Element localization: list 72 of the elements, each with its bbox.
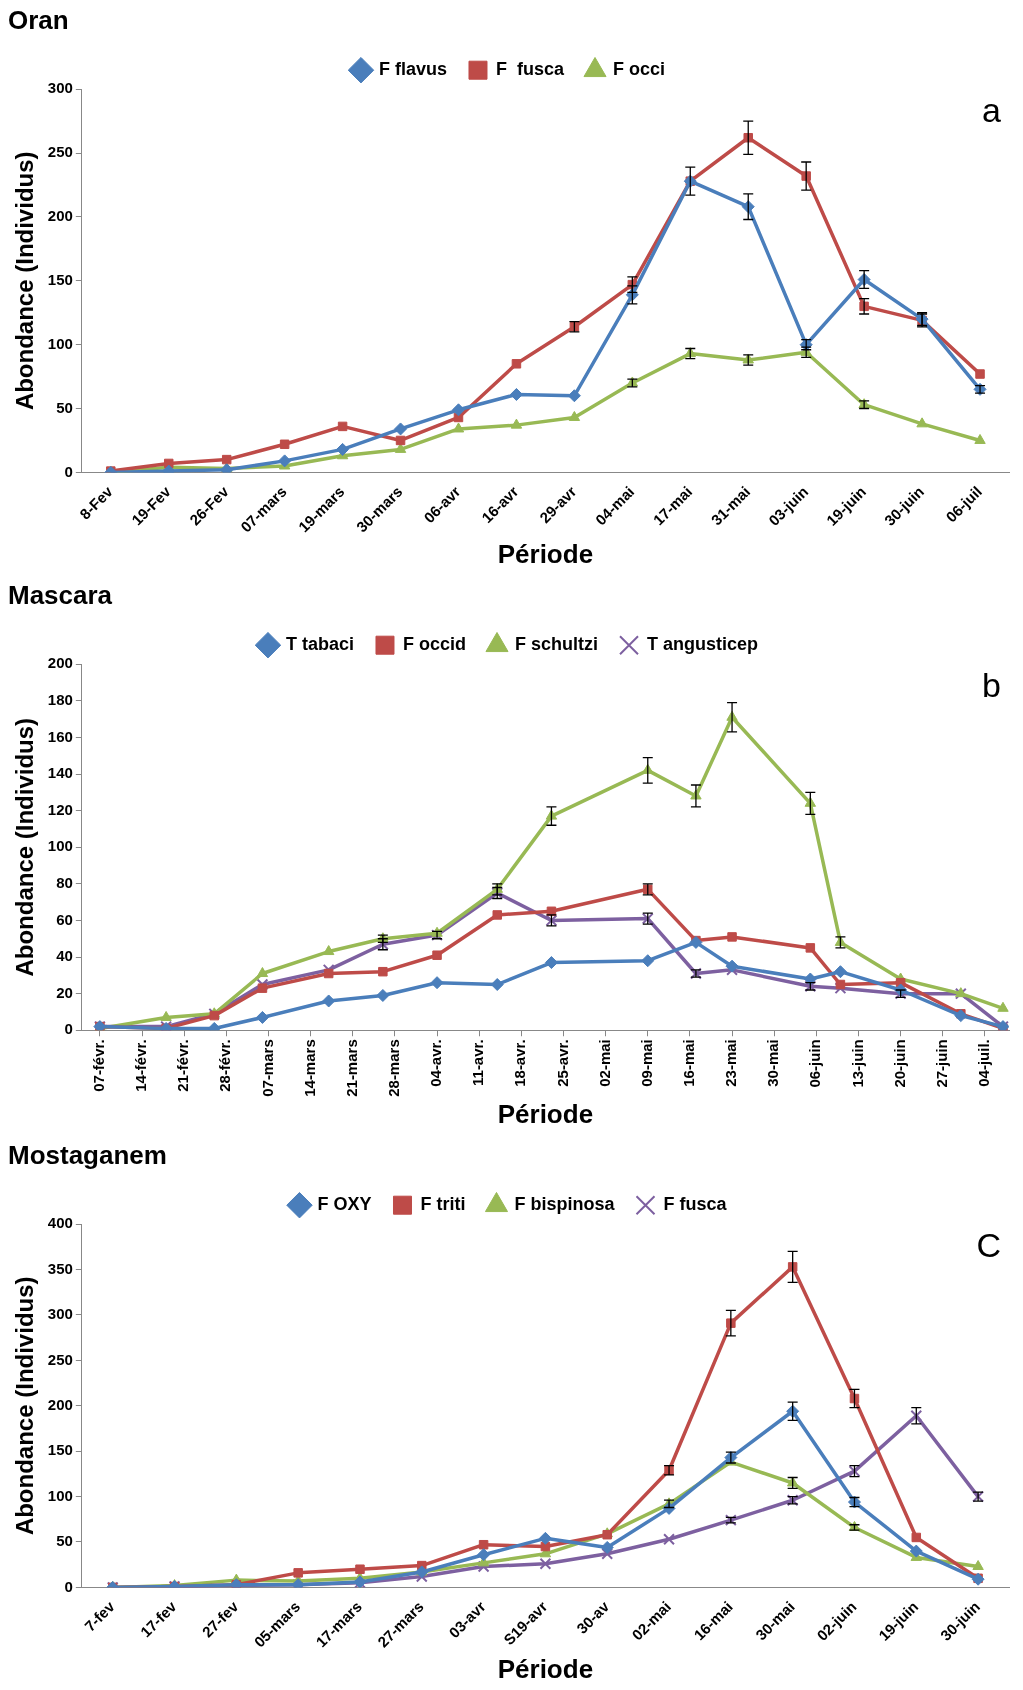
y-tick-label: 200 xyxy=(47,1395,73,1413)
y-tick-label: 200 xyxy=(47,654,73,672)
legend-label: F bispinosa xyxy=(514,1194,616,1215)
legend-label: T tabaci xyxy=(285,634,355,655)
x-tick-label: 14-févr. xyxy=(132,1039,150,1092)
x-tick-label: 23-mai xyxy=(722,1039,740,1087)
chart-title: Oran xyxy=(8,4,69,35)
y-tick-label: 40 xyxy=(56,947,73,965)
y-tick-label: 120 xyxy=(47,800,73,818)
y-tick-label: 250 xyxy=(47,1350,73,1368)
y-tick-label: 100 xyxy=(47,837,73,855)
x-tick-label: 16-mai xyxy=(680,1039,698,1087)
annotation: C xyxy=(976,1225,1001,1264)
legend-label: F schultzi xyxy=(515,634,599,655)
legend-label: F triti xyxy=(420,1194,466,1215)
y-tick-label: 300 xyxy=(47,1305,73,1323)
x-tick-label: 21-févr. xyxy=(174,1039,192,1092)
y-axis-title: Abondance (Individus) xyxy=(11,717,39,977)
x-tick-label: 04-avr. xyxy=(427,1039,445,1087)
x-tick-label: 14-mars xyxy=(300,1039,318,1097)
annotation: b xyxy=(982,665,1001,704)
x-tick-label: 18-avr. xyxy=(511,1039,529,1087)
y-tick-label: 50 xyxy=(56,1532,73,1550)
annotation: a xyxy=(982,90,1002,129)
y-tick-label: 400 xyxy=(47,1214,73,1232)
legend-label: F occid xyxy=(403,634,467,655)
y-axis-title: Abondance (Individus) xyxy=(11,151,39,411)
x-tick-label: 11-avr. xyxy=(469,1039,487,1086)
x-tick-label: 07-mars xyxy=(258,1039,276,1097)
x-tick-label: 13-juin xyxy=(848,1039,866,1088)
x-axis-title: Période xyxy=(497,538,594,569)
y-tick-label: 100 xyxy=(47,334,73,352)
legend-label: T angusticep xyxy=(647,634,759,655)
x-tick-label: 06-juin xyxy=(806,1039,824,1088)
y-tick-label: 100 xyxy=(47,1486,73,1504)
y-tick-label: 140 xyxy=(47,764,73,782)
y-tick-label: 180 xyxy=(47,690,73,708)
chart-title: Mascara xyxy=(8,579,113,610)
legend-label: F fusca xyxy=(495,59,565,80)
legend-label: F occi xyxy=(613,59,666,80)
y-tick-label: 350 xyxy=(47,1259,73,1277)
x-tick-label: 21-mars xyxy=(342,1039,360,1097)
x-axis-title: Période xyxy=(497,1098,594,1129)
y-tick-label: 0 xyxy=(64,1020,73,1038)
x-tick-label: 09-mai xyxy=(637,1039,655,1087)
x-tick-label: 20-juin xyxy=(890,1039,908,1088)
y-tick-label: 200 xyxy=(47,207,73,225)
x-tick-label: 28-févr. xyxy=(216,1039,234,1092)
x-axis-title: Période xyxy=(497,1653,594,1684)
y-tick-label: 160 xyxy=(47,727,73,745)
legend-label: F fusca xyxy=(663,1194,728,1215)
x-tick-label: 04-juil. xyxy=(975,1039,993,1087)
y-tick-label: 20 xyxy=(56,983,73,1001)
x-tick-label: 07-févr. xyxy=(90,1039,108,1092)
y-axis-title: Abondance (Individus) xyxy=(11,1276,39,1536)
chart-title: Mostaganem xyxy=(8,1139,167,1170)
y-tick-label: 300 xyxy=(47,79,73,97)
y-tick-label: 0 xyxy=(64,1577,73,1595)
x-tick-label: 25-avr. xyxy=(553,1039,571,1087)
y-tick-label: 80 xyxy=(56,873,73,891)
y-tick-label: 150 xyxy=(47,270,73,288)
x-tick-label: 02-mai xyxy=(595,1039,613,1087)
legend-label: F flavus xyxy=(378,59,448,80)
x-tick-label: 27-juin xyxy=(932,1039,950,1088)
y-tick-label: 0 xyxy=(64,462,73,480)
y-tick-label: 150 xyxy=(47,1441,73,1459)
x-tick-label: 28-mars xyxy=(385,1039,403,1097)
legend-label: F OXY xyxy=(317,1194,372,1215)
y-tick-label: 250 xyxy=(47,143,73,161)
x-tick-label: 30-mai xyxy=(764,1039,782,1087)
y-tick-label: 50 xyxy=(56,398,73,416)
y-tick-label: 60 xyxy=(56,910,73,928)
